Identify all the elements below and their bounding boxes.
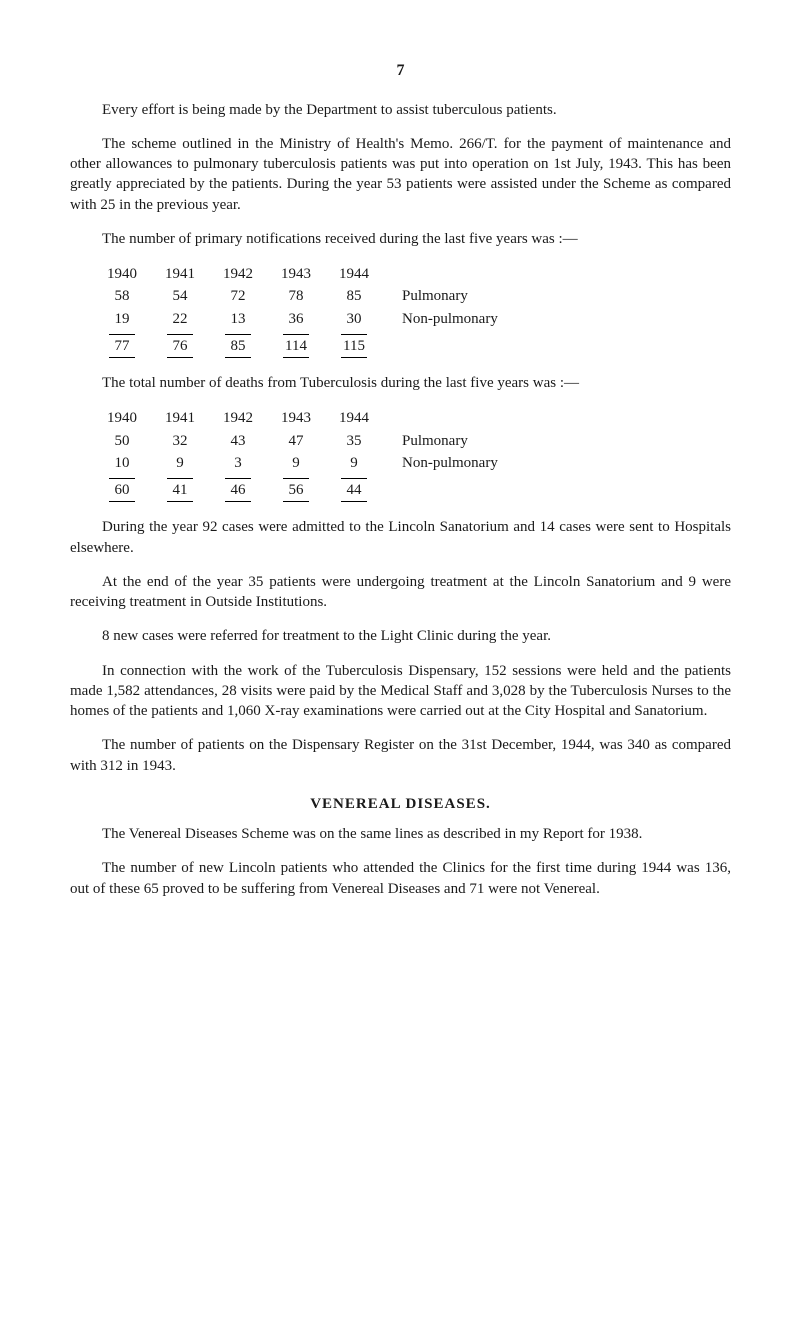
paragraph: At the end of the year 35 patients were … [70, 572, 731, 613]
paragraph: The total number of deaths from Tubercul… [70, 373, 731, 393]
row-label: Pulmonary [392, 430, 540, 452]
value-cell: 78 [276, 285, 334, 307]
notifications-table: 1940 1941 1942 1943 1944 58 54 72 78 85 … [70, 263, 731, 359]
year-cell: 1943 [276, 407, 334, 429]
paragraph: The number of new Lincoln patients who a… [70, 858, 731, 899]
table-row-totals: 60 41 46 56 44 [102, 474, 540, 503]
total-cell: 46 [218, 474, 276, 503]
value-cell: 85 [334, 285, 392, 307]
total-cell: 76 [160, 330, 218, 359]
value-cell: 9 [276, 452, 334, 474]
paragraph: The number of primary notifications rece… [70, 229, 731, 249]
page-number: 7 [70, 60, 731, 82]
table-row-years: 1940 1941 1942 1943 1944 [102, 407, 540, 429]
year-cell: 1940 [102, 263, 160, 285]
value-cell: 32 [160, 430, 218, 452]
value-cell: 36 [276, 308, 334, 330]
value-cell: 43 [218, 430, 276, 452]
total-cell: 85 [218, 330, 276, 359]
value-cell: 58 [102, 285, 160, 307]
total-cell: 115 [334, 330, 392, 359]
total-cell: 56 [276, 474, 334, 503]
deaths-table: 1940 1941 1942 1943 1944 50 32 43 47 35 … [70, 407, 731, 503]
row-label: Non-pulmonary [392, 452, 540, 474]
value-cell: 9 [160, 452, 218, 474]
paragraph: The number of patients on the Dispensary… [70, 735, 731, 776]
year-cell: 1942 [218, 407, 276, 429]
total-cell: 44 [334, 474, 392, 503]
year-cell: 1943 [276, 263, 334, 285]
value-cell: 50 [102, 430, 160, 452]
paragraph: In connection with the work of the Tuber… [70, 661, 731, 722]
value-cell: 30 [334, 308, 392, 330]
value-cell: 72 [218, 285, 276, 307]
table-row: 50 32 43 47 35 Pulmonary [102, 430, 540, 452]
year-cell: 1941 [160, 407, 218, 429]
paragraph: The scheme outlined in the Ministry of H… [70, 134, 731, 215]
value-cell: 35 [334, 430, 392, 452]
table-row: 10 9 3 9 9 Non-pulmonary [102, 452, 540, 474]
year-cell: 1942 [218, 263, 276, 285]
table-row-totals: 77 76 85 114 115 [102, 330, 540, 359]
year-cell: 1941 [160, 263, 218, 285]
total-cell: 114 [276, 330, 334, 359]
table-row-years: 1940 1941 1942 1943 1944 [102, 263, 540, 285]
value-cell: 9 [334, 452, 392, 474]
year-cell: 1944 [334, 263, 392, 285]
total-cell: 60 [102, 474, 160, 503]
value-cell: 47 [276, 430, 334, 452]
empty-cell [392, 474, 540, 503]
section-heading: VENEREAL DISEASES. [70, 794, 731, 814]
empty-cell [392, 407, 540, 429]
empty-cell [392, 330, 540, 359]
empty-cell [392, 263, 540, 285]
year-cell: 1944 [334, 407, 392, 429]
value-cell: 54 [160, 285, 218, 307]
total-cell: 41 [160, 474, 218, 503]
paragraph: 8 new cases were referred for treatment … [70, 626, 731, 646]
paragraph: The Venereal Diseases Scheme was on the … [70, 824, 731, 844]
value-cell: 19 [102, 308, 160, 330]
total-cell: 77 [102, 330, 160, 359]
value-cell: 3 [218, 452, 276, 474]
value-cell: 22 [160, 308, 218, 330]
paragraph: During the year 92 cases were admitted t… [70, 517, 731, 558]
value-cell: 13 [218, 308, 276, 330]
table-row: 58 54 72 78 85 Pulmonary [102, 285, 540, 307]
table-row: 19 22 13 36 30 Non-pulmonary [102, 308, 540, 330]
row-label: Non-pulmonary [392, 308, 540, 330]
year-cell: 1940 [102, 407, 160, 429]
value-cell: 10 [102, 452, 160, 474]
paragraph: Every effort is being made by the Depart… [70, 100, 731, 120]
row-label: Pulmonary [392, 285, 540, 307]
